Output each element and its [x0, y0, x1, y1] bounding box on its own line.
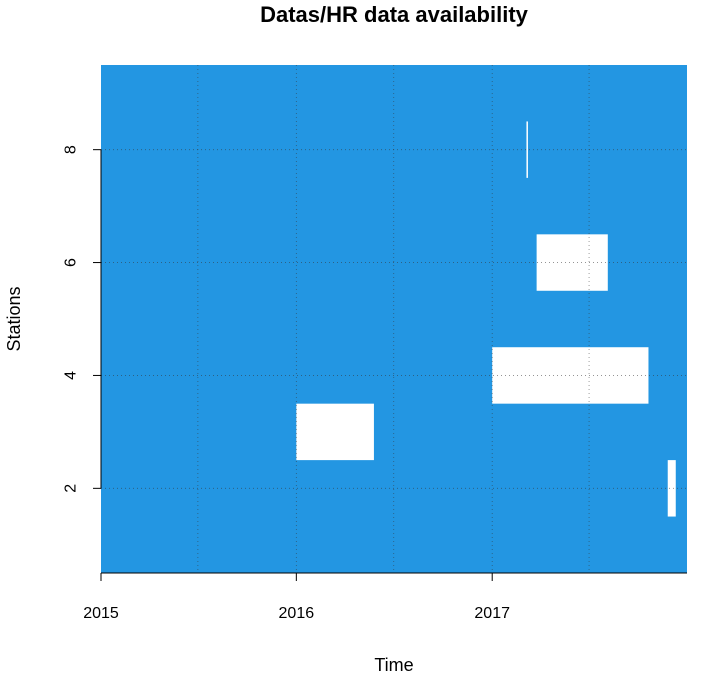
y-tick-label: 6 [63, 258, 80, 267]
x-axis-label: Time [374, 655, 413, 675]
missing-data-cells [296, 121, 676, 517]
x-tick-label: 2016 [279, 605, 315, 622]
y-tick-label: 2 [63, 484, 80, 493]
y-tick-label: 4 [63, 371, 80, 380]
x-tick-label: 2017 [474, 605, 510, 622]
y-axis: 2 4 6 8 [63, 145, 102, 493]
missing-cell-station-3 [296, 403, 374, 461]
y-axis-label: Stations [4, 286, 24, 351]
y-tick-label: 8 [63, 145, 80, 154]
missing-cell-station-4 [492, 347, 649, 404]
chart-title: Datas/HR data availability [260, 2, 529, 27]
grid-lines [101, 65, 687, 573]
missing-cell-station-6 [536, 234, 608, 291]
x-axis: 2015 2016 2017 [83, 572, 687, 622]
missing-cell-station-2 [667, 460, 676, 517]
x-tick-label: 2015 [83, 605, 119, 622]
missing-cell-station-8 [526, 121, 528, 178]
